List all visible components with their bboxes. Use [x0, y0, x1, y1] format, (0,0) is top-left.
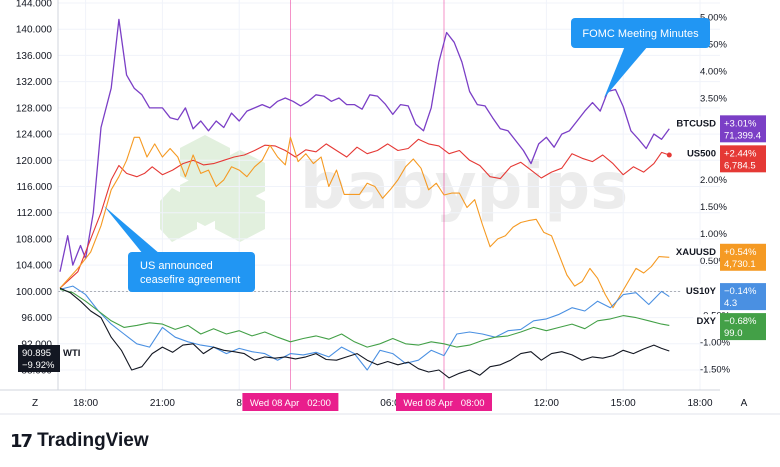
range-label: Z [32, 398, 38, 409]
badge-value-xauusd: 4,730.1 [724, 259, 756, 270]
right-tick-label: 4.00% [700, 67, 727, 78]
right-tick-label: 0.50% [700, 256, 727, 267]
tradingview-mark-icon: 17 [10, 430, 33, 452]
left-tick-label: 108.000 [16, 234, 53, 245]
left-tick-label: 140.000 [16, 25, 53, 36]
x-tick-label: 18:00 [687, 398, 712, 409]
badge-change-xauusd: +0.54% [724, 247, 757, 258]
badge-code-btcusd: BTCUSD [676, 118, 716, 129]
range-button[interactable]: Z [32, 398, 38, 409]
tradingview-logo[interactable]: 17 TradingView [10, 430, 149, 452]
badge-value-btcusd: 71,399.4 [724, 130, 761, 141]
date-badge-box-1 [396, 393, 492, 411]
badge-box-btcusd [720, 115, 766, 143]
right-tick-label: -1.00% [700, 337, 731, 348]
badge-box-dxy [720, 313, 766, 341]
date-badge-label-1: Wed 08 Apr 08:00 [403, 398, 484, 409]
x-tick-label: 8 [236, 398, 242, 409]
right-tick-label: 1.50% [700, 202, 727, 213]
series-line-btcusd [59, 18, 670, 272]
left-tick-label: 92.000 [21, 339, 52, 350]
series-lines [59, 18, 672, 379]
left-tick-label: 124.000 [16, 130, 53, 141]
x-tick-label: 21:00 [150, 398, 175, 409]
badge-box-us500 [720, 145, 766, 173]
wti-label: WTI [63, 348, 80, 359]
x-axis-ticks[interactable]: 18:00 21:00 8 06:00 12:00 15:00 18:00 [73, 398, 713, 409]
x-tick-label: 06:00 [380, 398, 405, 409]
left-tick-label: 144.000 [16, 0, 53, 10]
badge-code-dxy: DXY [696, 316, 716, 327]
badge-change-btcusd: +3.01% [724, 118, 757, 129]
right-tick-label: 3.50% [700, 94, 727, 105]
callout-fomc: FOMC Meeting Minutes [571, 18, 710, 98]
wti-label-bg [60, 346, 82, 358]
left-axis-ticks[interactable]: 144.000 140.000 136.000 132.000 128.000 124.0… [16, 0, 53, 377]
badge-value-us10y: 4.3 [724, 298, 737, 309]
badge-value-dxy: 99.0 [724, 328, 743, 339]
series-line-dxy [59, 288, 670, 348]
callout-fomc-text: FOMC Meeting Minutes [582, 28, 699, 40]
callout-ceasefire-line2: ceasefire agreement [140, 274, 240, 286]
date-badge-label-0: Wed 08 Apr 02:00 [250, 398, 331, 409]
badge-code-us10y: US10Y [686, 286, 717, 297]
left-tick-label: 96.000 [21, 313, 52, 324]
badge-code-xauusd: XAUUSD [676, 247, 716, 258]
callout-ceasefire-line1: US announced [140, 260, 213, 272]
badge-box-us10y [720, 283, 766, 311]
badge-code-bg-us500 [681, 146, 720, 160]
watermark-cubes-icon [160, 135, 265, 242]
right-tick-label: 2.00% [700, 175, 727, 186]
badge-change-us10y: −0.14% [724, 286, 757, 297]
auto-scale-button[interactable]: A [741, 398, 748, 409]
badge-code-bg-btcusd [674, 116, 720, 130]
left-tick-label: 136.000 [16, 51, 53, 62]
left-tick-label: 116.000 [17, 182, 53, 193]
watermark: babypips [160, 135, 628, 242]
left-tick-label: 132.000 [16, 77, 53, 88]
series-line-us10y [59, 285, 670, 371]
series-line-xauusd [59, 136, 670, 309]
callout-fomc-box [571, 18, 710, 48]
right-tick-label: 1.00% [700, 229, 727, 240]
right-tick-label: -1.50% [700, 365, 731, 376]
callout-ceasefire: US announced ceasefire agreement [104, 206, 255, 292]
right-tick-label: 5.00% [700, 13, 727, 24]
wti-badge-box [18, 345, 60, 372]
right-tick-label: 4.50% [700, 40, 727, 51]
callout-ceasefire-box [128, 252, 255, 292]
left-tick-label: 104.000 [16, 261, 53, 272]
left-tick-label: 112.000 [17, 208, 53, 219]
badge-code-us500: US500 [687, 148, 716, 159]
series-badges: BTCUSD +3.01%71,399.4 US500 +2.44%6,784.5 XA… [674, 115, 766, 341]
badge-change-dxy: −0.68% [724, 316, 757, 327]
series-end-dot-us500 [666, 152, 672, 158]
series-line-wti [59, 287, 670, 379]
x-tick-label: 15:00 [611, 398, 636, 409]
left-tick-label: 120.000 [16, 156, 53, 167]
wti-badge-price: 90.895 [22, 348, 51, 359]
gridlines [58, 0, 720, 390]
wti-price-badge: 90.895 −9.92% WTI [18, 345, 82, 372]
x-tick-label: 18:00 [73, 398, 98, 409]
callout-ceasefire-pointer [104, 206, 160, 254]
x-tick-label: 12:00 [534, 398, 559, 409]
date-badge-box-0 [242, 393, 339, 411]
date-marker-badges: Wed 08 Apr 02:00 Wed 08 Apr 08:00 [242, 393, 492, 411]
series-line-us500 [59, 138, 670, 289]
badge-value-us500: 6,784.5 [724, 160, 756, 171]
left-tick-label: 128.000 [16, 103, 53, 114]
callout-fomc-pointer [604, 46, 648, 98]
auto-label: A [741, 398, 748, 409]
badge-code-bg-us10y [681, 284, 720, 298]
left-tick-label: 100.000 [16, 287, 53, 298]
badge-code-bg-dxy [693, 314, 720, 328]
badge-code-bg-xauusd [674, 244, 720, 258]
badge-box-xauusd [720, 243, 766, 271]
badge-change-us500: +2.44% [724, 148, 757, 159]
wti-badge-change: −9.92% [22, 360, 55, 371]
tradingview-wordmark: TradingView [37, 430, 149, 451]
